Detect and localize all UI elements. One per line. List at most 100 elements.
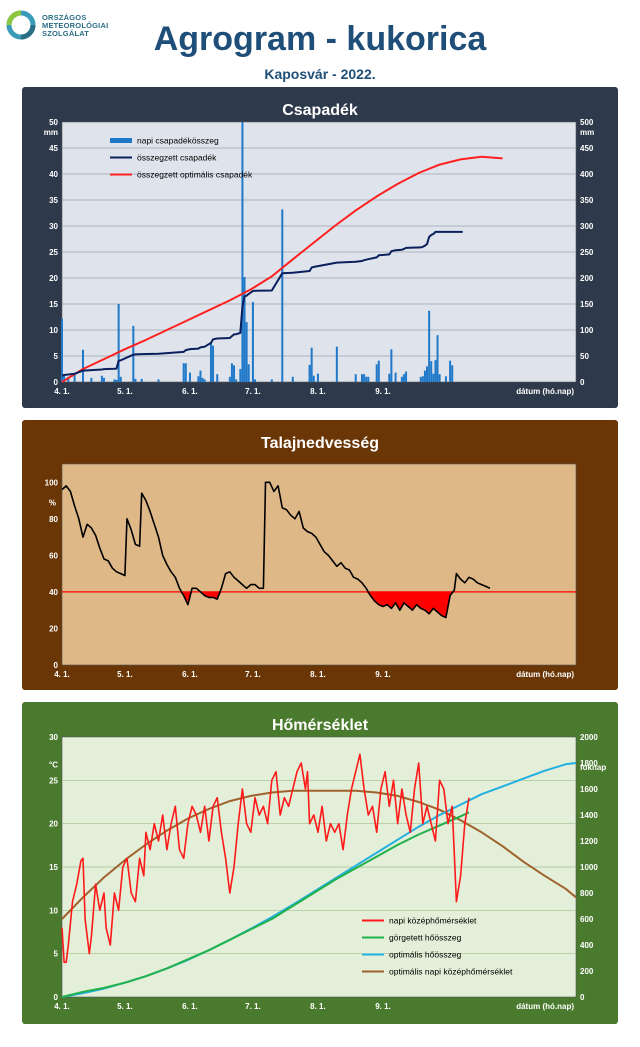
right-y-tick-label: 800	[580, 889, 594, 898]
daily-rain-bar	[316, 373, 319, 382]
left-y-unit: %	[49, 498, 56, 507]
optimal-daily-temperature-line	[61, 789, 577, 920]
left-y-tick-label: 15	[49, 300, 58, 309]
x-tick-label: 6. 1.	[182, 670, 198, 679]
daily-rain-bar	[432, 373, 435, 382]
left-y-tick-label: 25	[49, 248, 58, 257]
daily-rain-bar	[402, 374, 405, 382]
x-tick-label: 6. 1.	[182, 387, 198, 396]
daily-rain-bar	[394, 372, 397, 382]
x-tick-label: 5. 1.	[117, 387, 133, 396]
x-tick-label: 6. 1.	[182, 1002, 198, 1011]
right-y-tick-label: 500	[580, 118, 594, 127]
right-y-tick-label: 350	[580, 196, 594, 205]
left-y-tick-label: 100	[45, 478, 59, 487]
daily-rain-bar	[61, 318, 63, 382]
left-y-unit: °C	[49, 761, 58, 770]
daily-rain-bar	[449, 360, 452, 382]
precipitation-chart: Csapadék 4. 1. 5. 1. 6. 1. 7. 1. 8. 1. 9. 1. dá…	[44, 102, 594, 396]
daily-rain-bar	[421, 376, 424, 382]
daily-rain-bar	[419, 376, 422, 382]
right-y-unit: mm	[580, 128, 594, 137]
left-y-tick-label: 30	[49, 733, 58, 742]
legend-swatch	[110, 138, 132, 143]
daily-rain-bar	[377, 360, 380, 382]
daily-rain-bar	[400, 376, 403, 382]
daily-rain-bar	[100, 375, 103, 382]
precipitation-chart-panel: Csapadék 4. 1. 5. 1. 6. 1. 7. 1. 8. 1. 9. 1. dá…	[22, 87, 618, 408]
x-tick-label: 7. 1.	[245, 670, 261, 679]
left-y-tick-label: 50	[49, 118, 58, 127]
daily-rain-bar	[428, 310, 431, 382]
rolling-heat-sum-line	[61, 811, 470, 998]
daily-rain-bar	[312, 375, 315, 382]
daily-rain-bar	[363, 374, 366, 382]
x-axis-label: dátum (hó.nap)	[516, 387, 574, 396]
right-y-tick-label: 1200	[580, 837, 598, 846]
daily-rain-bar	[67, 376, 70, 382]
legend-entry: napi középhőmérséklet	[389, 916, 477, 926]
daily-rain-bar	[335, 346, 338, 382]
daily-rain-bar	[233, 365, 236, 382]
left-y-tick-label: 20	[49, 820, 58, 829]
daily-rain-bar	[251, 301, 254, 382]
daily-rain-bar	[228, 376, 231, 382]
x-tick-label: 5. 1.	[117, 1002, 133, 1011]
daily-rain-bar	[117, 304, 120, 382]
temperature-chart: Hőmérséklet 4. 1. 5. 1. 6. 1. 7. 1. 8. 1. 9. 1…	[49, 717, 606, 1011]
legend-entry: napi csapadékösszeg	[137, 136, 219, 146]
daily-rain-bar	[438, 374, 441, 382]
left-y-tick-label: 30	[49, 222, 58, 231]
daily-rain-bar	[157, 379, 160, 382]
daily-rain-bar	[354, 374, 357, 382]
soil-moisture-line	[61, 481, 491, 619]
x-tick-label: 4. 1.	[54, 670, 70, 679]
daily-rain-bar	[188, 372, 191, 382]
right-y-tick-label: 400	[580, 941, 594, 950]
page-subtitle: Kaposvár - 2022.	[264, 66, 376, 82]
daily-rain-bar	[199, 370, 202, 382]
right-y-tick-label: 100	[580, 326, 594, 335]
x-tick-label: 8. 1.	[310, 670, 326, 679]
x-axis-label: dátum (hó.nap)	[516, 1002, 574, 1011]
x-tick-label: 4. 1.	[54, 1002, 70, 1011]
left-y-tick-label: 5	[54, 950, 59, 959]
moisture-deficit-area	[366, 591, 455, 618]
daily-rain-bar	[375, 364, 378, 382]
daily-rain-bar	[270, 379, 273, 382]
daily-rain-bar	[365, 376, 368, 382]
daily-mean-temperature-line	[61, 753, 470, 964]
left-y-tick-label: 60	[49, 551, 58, 560]
left-y-tick-label: 20	[49, 274, 58, 283]
daily-rain-bar	[388, 373, 391, 382]
right-y-tick-label: 1600	[580, 785, 598, 794]
daily-rain-bar	[63, 375, 66, 382]
daily-rain-bar	[230, 363, 233, 382]
x-tick-label: 8. 1.	[310, 1002, 326, 1011]
legend-entry: görgetett hőösszeg	[389, 933, 462, 943]
right-y-tick-label: 250	[580, 248, 594, 257]
soil-moisture-chart-panel: Talajnedvesség 4. 1. 5. 1. 6. 1. 7. 1. 8. 1. 9…	[22, 420, 618, 690]
left-y-tick-label: 0	[54, 661, 59, 670]
daily-rain-bar	[102, 377, 105, 382]
daily-rain-bar	[247, 364, 250, 382]
legend-entry: optimális napi középhőmérséklet	[389, 967, 513, 977]
chart-title: Hőmérséklet	[272, 717, 369, 734]
right-y-tick-label: 200	[580, 967, 594, 976]
left-y-tick-label: 40	[49, 170, 58, 179]
daily-rain-bar	[308, 364, 311, 382]
left-y-unit: mm	[44, 128, 58, 137]
left-y-tick-label: 0	[54, 378, 59, 387]
right-y-tick-label: 400	[580, 170, 594, 179]
right-y-tick-label: 1800	[580, 759, 598, 768]
daily-rain-bar	[367, 376, 370, 382]
right-y-tick-label: 2000	[580, 733, 598, 742]
daily-rain-bar	[423, 370, 426, 382]
left-y-tick-label: 15	[49, 863, 58, 872]
left-y-tick-label: 5	[54, 352, 59, 361]
daily-rain-bar	[451, 365, 454, 382]
daily-rain-bar	[73, 374, 76, 382]
right-y-tick-label: 150	[580, 300, 594, 309]
daily-rain-bar	[243, 276, 246, 382]
logo-line-3: SZOLGÁLAT	[42, 29, 90, 38]
